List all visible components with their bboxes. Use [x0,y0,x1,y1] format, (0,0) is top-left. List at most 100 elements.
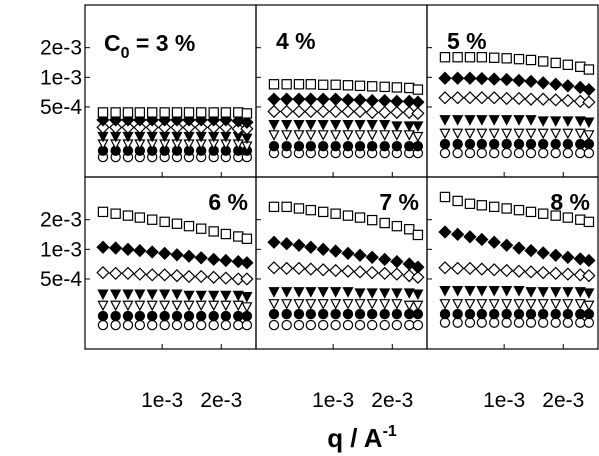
data-point [183,107,195,118]
data-point [475,232,489,247]
data-point [304,104,318,119]
data-point [122,210,134,221]
data-point [195,319,207,331]
data-point [159,216,170,228]
data-point [233,319,244,331]
data-point [513,147,525,159]
data-point [451,91,465,105]
series-open-square [97,206,253,244]
data-point [575,317,586,328]
data-point [549,77,563,91]
data-point [562,59,574,71]
data-point [268,79,280,90]
data-point [240,272,254,286]
data-point [231,114,245,128]
data-point [305,120,317,131]
data-point [316,242,330,256]
data-point [537,138,549,150]
data-point [268,201,280,213]
data-point [379,120,391,131]
data-point [412,289,424,301]
data-point [575,147,586,159]
data-point [500,91,514,106]
data-point [475,91,489,105]
data-point [562,212,574,223]
data-point [305,287,317,298]
x-axis-label: q / A-1 [327,423,397,453]
data-point [550,299,562,310]
data-point [500,72,514,87]
data-point [464,286,476,297]
data-point [562,299,574,310]
data-point [501,317,512,328]
data-point [501,203,512,214]
data-point [159,319,170,331]
data-point [304,262,318,276]
data-point [267,104,281,119]
data-point [159,289,171,301]
data-point [575,61,586,72]
data-point [354,288,366,299]
data-point [452,115,464,126]
panel-5: 7 % [255,176,428,350]
data-point [134,212,146,223]
data-point [475,262,489,276]
data-point [512,91,526,106]
data-point [537,56,549,67]
data-point [582,82,596,97]
data-point [562,317,574,328]
data-point [292,92,306,106]
data-point [317,130,329,141]
data-point [241,319,253,331]
data-point [562,138,574,150]
data-point [281,130,293,141]
data-point [121,242,135,256]
data-point [330,299,342,310]
data-point [342,319,354,331]
data-point [109,241,123,255]
data-point [194,251,208,265]
data-point [281,287,293,298]
data-point [171,107,183,118]
data-point [220,107,232,118]
series-filled-diamond [96,240,254,270]
data-point [317,299,329,310]
series-open-triangle-down [439,128,595,141]
data-point [208,226,219,237]
data-point [412,131,424,143]
series-open-circle [97,319,253,331]
data-point [241,302,253,313]
data-point [391,130,403,141]
data-point [182,120,196,135]
data-point [305,130,317,141]
data-point [354,120,366,131]
data-point [379,308,390,320]
data-point [330,319,341,331]
data-point [354,140,366,152]
data-point [317,206,329,218]
data-point [512,241,526,255]
data-point [171,289,183,301]
data-point [438,71,452,85]
data-point [512,73,526,88]
data-point [501,138,512,150]
series-filled-circle [439,308,595,320]
y-tick-label: 2e-3 [40,37,82,60]
data-point [159,107,170,118]
x-tick-label: 2e-3 [542,389,584,412]
x-tick-label: 1e-3 [312,389,354,412]
panel-6: 8 % [426,176,599,350]
data-point [476,299,488,310]
data-point [316,92,330,106]
data-point [231,272,245,286]
data-point [404,140,415,152]
data-point [452,128,464,140]
panel-label-main: C [104,30,121,56]
data-point [513,308,525,320]
data-point [133,120,147,135]
data-point [268,308,280,320]
data-point [379,217,390,229]
data-point [464,115,476,126]
data-point [268,120,280,131]
data-point [354,319,366,331]
